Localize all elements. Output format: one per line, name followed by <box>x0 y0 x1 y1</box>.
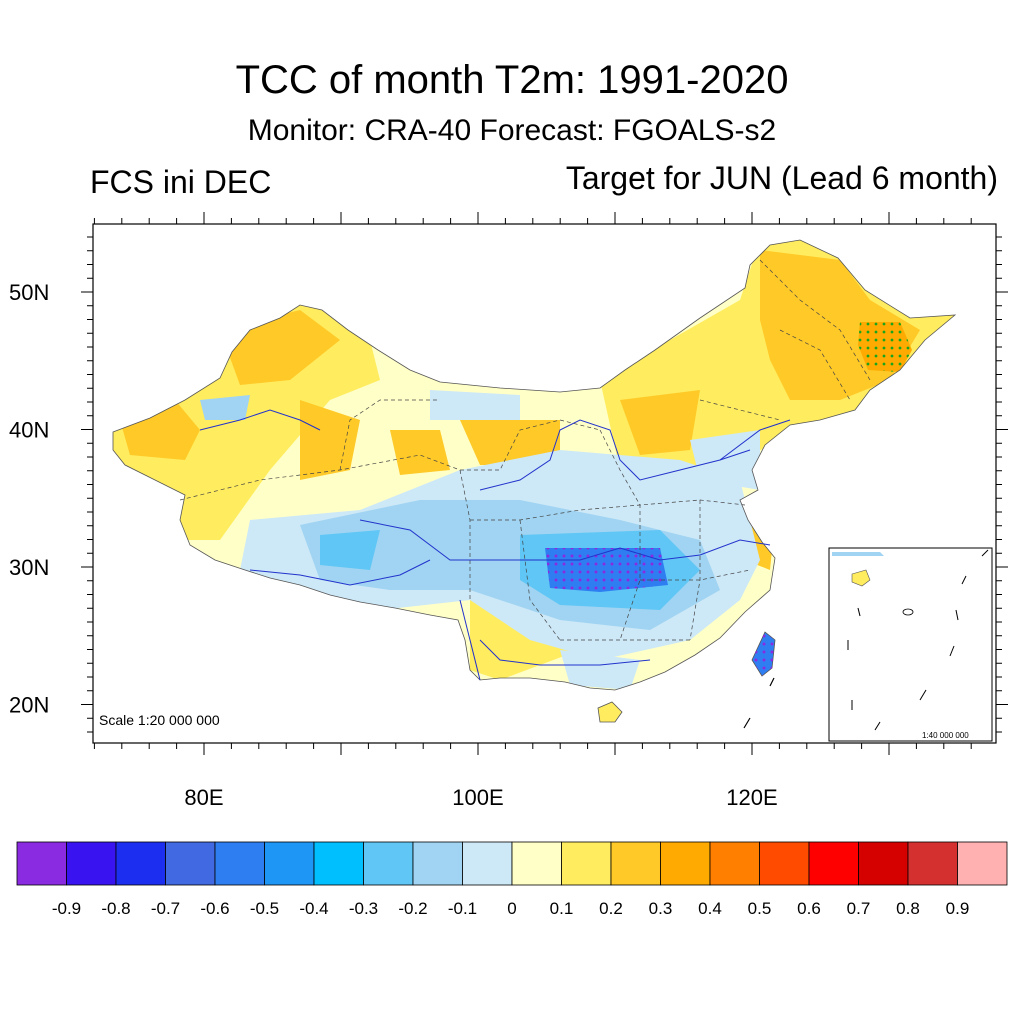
taiwan-stipple <box>752 632 775 676</box>
map-subtitle: Monitor: CRA-40 Forecast: FGOALS-s2 <box>247 114 777 147</box>
init-label: FCS ini DEC <box>90 164 272 200</box>
lon-label: 100E <box>452 785 503 810</box>
colorbar-swatch <box>808 841 859 886</box>
inset-scale-label: 1:40 000 000 <box>922 731 969 740</box>
china-outline <box>112 239 957 691</box>
province-borders <box>179 259 871 641</box>
nine-dash-fragments <box>743 677 775 729</box>
lon-label: 120E <box>726 785 777 810</box>
colorbar-swatch <box>511 841 562 886</box>
colorbar-label: 0.2 <box>599 899 623 918</box>
colorbar-label: 0.4 <box>698 899 722 918</box>
colorbar-swatch <box>16 841 67 886</box>
colorbar-label: -0.9 <box>52 899 81 918</box>
colorbar-swatch <box>115 841 166 886</box>
colorbar-swatch <box>264 841 315 886</box>
colorbar-swatch <box>313 841 364 886</box>
colorbar: -0.9 -0.8 -0.7 -0.6 -0.5 -0.4 -0.3 -0.2 -0.1 0 0.1… <box>16 841 1008 918</box>
colorbar-label: -0.2 <box>398 899 427 918</box>
colorbar-swatch <box>957 841 1008 886</box>
lat-label: 50N <box>9 280 49 305</box>
colorbar-label: 0.7 <box>847 899 871 918</box>
colorbar-label: -0.4 <box>299 899 328 918</box>
colorbar-swatch <box>462 841 513 886</box>
colorbar-label: 0 <box>507 899 516 918</box>
colorbar-swatch <box>214 841 265 886</box>
colorbar-swatch <box>165 841 216 886</box>
lat-label: 20N <box>9 693 49 718</box>
colorbar-label: 0.6 <box>797 899 821 918</box>
colorbar-label: 0.5 <box>748 899 772 918</box>
colorbar-label: -0.3 <box>349 899 378 918</box>
colorbar-swatch <box>660 841 711 886</box>
colorbar-swatch <box>759 841 810 886</box>
target-label: Target for JUN (Lead 6 month) <box>565 160 998 196</box>
rivers <box>199 409 791 681</box>
colorbar-label: 0.3 <box>649 899 673 918</box>
map-axes: 50N 40N 30N 20N 80E 100E 120E <box>9 212 1008 810</box>
colorbar-label: -0.8 <box>101 899 130 918</box>
colorbar-label: 0.9 <box>946 899 970 918</box>
colorbar-swatch <box>709 841 760 886</box>
colorbar-swatch <box>412 841 463 886</box>
colorbar-swatch <box>561 841 612 886</box>
colorbar-label: -0.6 <box>200 899 229 918</box>
colorbar-swatch <box>363 841 414 886</box>
colorbar-label: 0.8 <box>896 899 920 918</box>
lat-label: 40N <box>9 418 49 443</box>
colorbar-label: -0.5 <box>250 899 279 918</box>
colorbar-label: -0.1 <box>448 899 477 918</box>
map-title: TCC of month T2m: 1991-2020 <box>235 58 789 102</box>
scale-label: Scale 1:20 000 000 <box>99 712 220 728</box>
colorbar-label: -0.7 <box>151 899 180 918</box>
lon-label: 80E <box>184 785 223 810</box>
hainan-island <box>597 701 623 723</box>
inset-map: 1:40 000 000 <box>828 547 993 742</box>
colorbar-label: 0.1 <box>550 899 574 918</box>
colorbar-swatch <box>907 841 958 886</box>
colorbar-swatch <box>610 841 661 886</box>
colorbar-swatch <box>66 841 117 886</box>
lat-label: 30N <box>9 555 49 580</box>
colorbar-swatch <box>858 841 909 886</box>
